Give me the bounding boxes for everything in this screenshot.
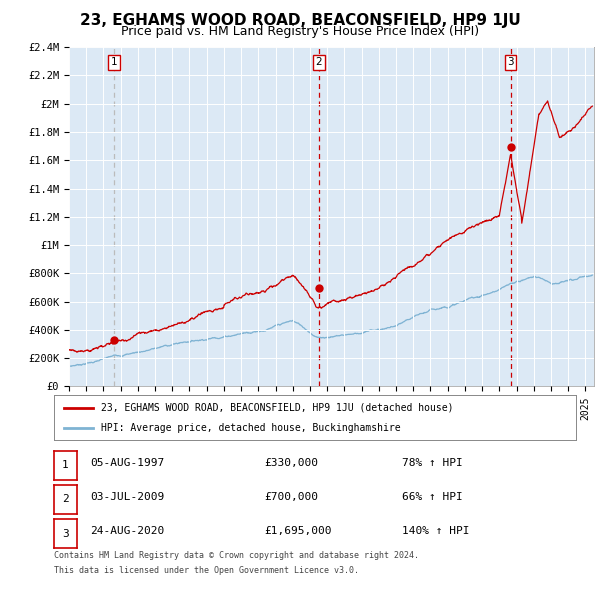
Text: 3: 3	[62, 529, 69, 539]
Text: 1: 1	[62, 460, 69, 470]
Text: 78% ↑ HPI: 78% ↑ HPI	[402, 458, 463, 467]
Text: Price paid vs. HM Land Registry's House Price Index (HPI): Price paid vs. HM Land Registry's House …	[121, 25, 479, 38]
Text: £330,000: £330,000	[264, 458, 318, 467]
Text: 03-JUL-2009: 03-JUL-2009	[90, 492, 164, 502]
Text: 23, EGHAMS WOOD ROAD, BEACONSFIELD, HP9 1JU (detached house): 23, EGHAMS WOOD ROAD, BEACONSFIELD, HP9 …	[101, 403, 454, 412]
Text: 140% ↑ HPI: 140% ↑ HPI	[402, 526, 469, 536]
Text: This data is licensed under the Open Government Licence v3.0.: This data is licensed under the Open Gov…	[54, 566, 359, 575]
Text: £700,000: £700,000	[264, 492, 318, 502]
Text: 23, EGHAMS WOOD ROAD, BEACONSFIELD, HP9 1JU: 23, EGHAMS WOOD ROAD, BEACONSFIELD, HP9 …	[80, 13, 520, 28]
Text: 24-AUG-2020: 24-AUG-2020	[90, 526, 164, 536]
Text: Contains HM Land Registry data © Crown copyright and database right 2024.: Contains HM Land Registry data © Crown c…	[54, 551, 419, 560]
Text: £1,695,000: £1,695,000	[264, 526, 331, 536]
Text: 2: 2	[62, 494, 69, 504]
Text: 05-AUG-1997: 05-AUG-1997	[90, 458, 164, 467]
Text: 3: 3	[507, 57, 514, 67]
Text: HPI: Average price, detached house, Buckinghamshire: HPI: Average price, detached house, Buck…	[101, 423, 401, 433]
Text: 2: 2	[315, 57, 322, 67]
Text: 66% ↑ HPI: 66% ↑ HPI	[402, 492, 463, 502]
Text: 1: 1	[110, 57, 117, 67]
